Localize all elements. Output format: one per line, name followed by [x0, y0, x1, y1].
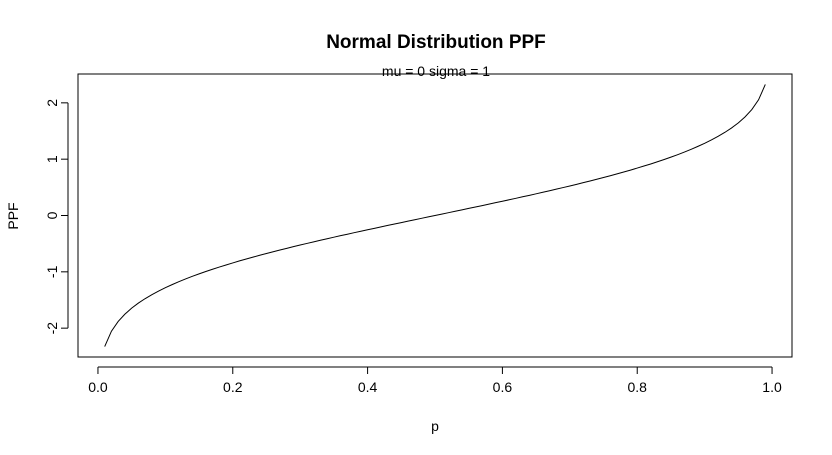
- plot-frame: [77, 73, 793, 358]
- x-axis-label: p: [431, 418, 439, 434]
- chart-title: Normal Distribution PPF: [326, 32, 546, 53]
- y-tick-label: -1: [44, 265, 60, 278]
- x-tick-label: 0.0: [88, 379, 108, 395]
- x-tick-label: 0.6: [493, 379, 513, 395]
- y-tick-label: 1: [44, 155, 60, 163]
- y-axis: -2 -1 0 1 2: [44, 99, 69, 335]
- y-tick-label: -2: [44, 322, 60, 335]
- x-tick-label: 0.8: [627, 379, 647, 395]
- series-line-ppf: [104, 84, 766, 347]
- x-tick-label: 1.0: [762, 379, 782, 395]
- y-axis-label: PPF: [5, 202, 21, 229]
- x-tick-label: 0.2: [223, 379, 243, 395]
- y-tick-label: 0: [44, 211, 60, 219]
- x-tick-label: 0.4: [358, 379, 378, 395]
- x-axis: 0.0 0.2 0.4 0.6 0.8 1.0: [88, 366, 782, 395]
- chart-subtitle: mu = 0 sigma = 1: [382, 63, 490, 79]
- y-tick-label: 2: [44, 99, 60, 107]
